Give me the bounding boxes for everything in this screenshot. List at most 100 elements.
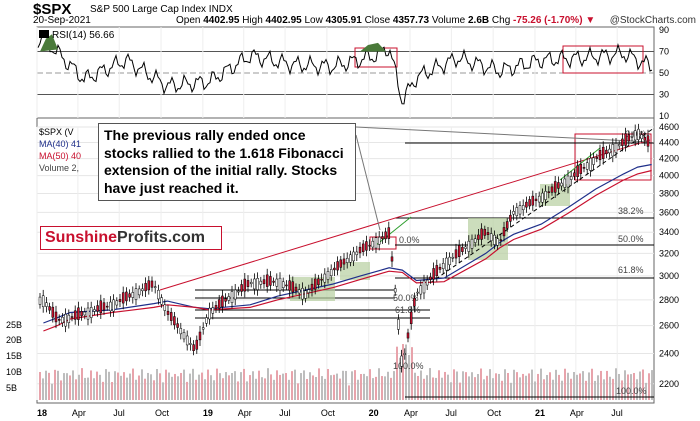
close-label: Close: [364, 15, 391, 26]
volume-bar: [78, 374, 80, 400]
candle-body: [621, 138, 624, 146]
volume-bar: [627, 374, 629, 400]
volume-bar: [597, 375, 599, 400]
fib-level-label: 0.0%: [399, 235, 420, 245]
candle-body: [253, 278, 256, 290]
candle-body: [397, 319, 400, 330]
volume-bar: [174, 373, 176, 400]
candle-body: [249, 281, 253, 285]
annotation-text: The previous rally ended once stocks ral…: [104, 127, 344, 196]
volume-bar: [297, 383, 299, 400]
volume-bar: [576, 374, 578, 400]
volume-bar: [42, 378, 44, 400]
volume-bar: [441, 377, 443, 400]
volume-bar: [594, 380, 596, 400]
candle-body: [358, 246, 362, 254]
ma50-legend: MA(50) 40: [39, 151, 81, 161]
volume-bar: [615, 368, 617, 400]
rsi-highlight-box: [562, 45, 644, 74]
price-legend-label: $SPX (V: [39, 127, 74, 137]
volume-bar: [606, 370, 608, 400]
candle-body: [371, 240, 375, 248]
volume-bar: [288, 379, 290, 400]
candle-body: [163, 304, 167, 311]
candle-body: [326, 271, 330, 280]
candle-body: [422, 280, 426, 294]
volume-bar: [516, 372, 518, 400]
volume-bar: [96, 371, 98, 400]
volume-bar: [273, 379, 275, 400]
volume-bar: [90, 370, 92, 400]
candle-body: [281, 281, 285, 288]
volume-bar: [531, 369, 533, 400]
x-tick-label: Oct: [155, 408, 170, 418]
candle-body: [304, 290, 307, 299]
volume-value: 2.6B: [468, 15, 490, 26]
rsi-tick-label: 30: [659, 90, 669, 100]
volume-bar: [405, 344, 407, 400]
candle-body: [541, 192, 544, 203]
volume-bar: [246, 381, 248, 400]
volume-bar: [513, 369, 515, 400]
volume-bar: [507, 373, 509, 400]
candle-body: [294, 286, 298, 292]
candle-body: [128, 293, 131, 298]
price-tick-label: 4200: [659, 154, 679, 164]
ma40-legend-label: MA(40) 41: [39, 139, 82, 149]
candle-body: [115, 300, 119, 306]
fib-level-label: 50.0%: [393, 293, 419, 303]
volume-bar: [306, 378, 308, 400]
candle-body: [502, 227, 506, 237]
volume-bar: [264, 378, 266, 400]
volume-bar: [87, 377, 89, 400]
candle-body: [208, 307, 211, 320]
x-tick-label: 18: [37, 408, 47, 418]
volume-bar: [204, 379, 206, 400]
candle-body: [630, 136, 634, 138]
volume-bar: [534, 381, 536, 400]
volume-bar: [456, 371, 458, 400]
rsi-tick-label: 90: [659, 25, 669, 35]
candle-body: [96, 305, 99, 312]
volume-bar: [465, 372, 467, 400]
volume-bar: [81, 368, 83, 400]
volume-bar: [321, 376, 323, 400]
candle-body: [461, 246, 464, 252]
candle-body: [86, 307, 90, 320]
candle-body: [425, 279, 429, 286]
volume-bar: [219, 373, 221, 400]
candle-body: [464, 246, 467, 249]
candle-body: [272, 280, 275, 283]
candle-body: [496, 238, 499, 246]
candle-body: [352, 251, 355, 262]
candle-body: [467, 240, 471, 252]
price-tick-label: 4600: [659, 122, 679, 132]
candle-body: [102, 302, 106, 311]
volume-bar: [390, 377, 392, 400]
candle-body: [198, 331, 202, 341]
candle-body: [211, 307, 215, 314]
volume-bar: [369, 369, 371, 400]
x-tick-label: Oct: [487, 408, 502, 418]
candle-body: [441, 263, 445, 269]
candle-body: [361, 243, 365, 253]
volume-bar: [417, 375, 419, 400]
volume-bar: [168, 372, 170, 400]
x-tick-label: Jul: [445, 408, 457, 418]
candle-body: [288, 280, 291, 291]
candle-body: [614, 143, 618, 153]
volume-bar: [69, 375, 71, 400]
volume-bar: [207, 369, 209, 400]
rsi-tick-label: 70: [659, 47, 669, 57]
volume-bar: [399, 357, 401, 400]
volume-bar: [543, 379, 545, 400]
volume-bar: [234, 371, 236, 400]
volume-bar: [315, 376, 317, 400]
volume-bar: [336, 373, 338, 400]
fib-level-label: 38.2%: [618, 206, 644, 216]
volume-bar: [114, 371, 116, 400]
volume-bar: [645, 382, 647, 400]
volume-bar: [66, 373, 68, 400]
candle-body: [605, 149, 608, 155]
candle-body: [256, 278, 259, 290]
